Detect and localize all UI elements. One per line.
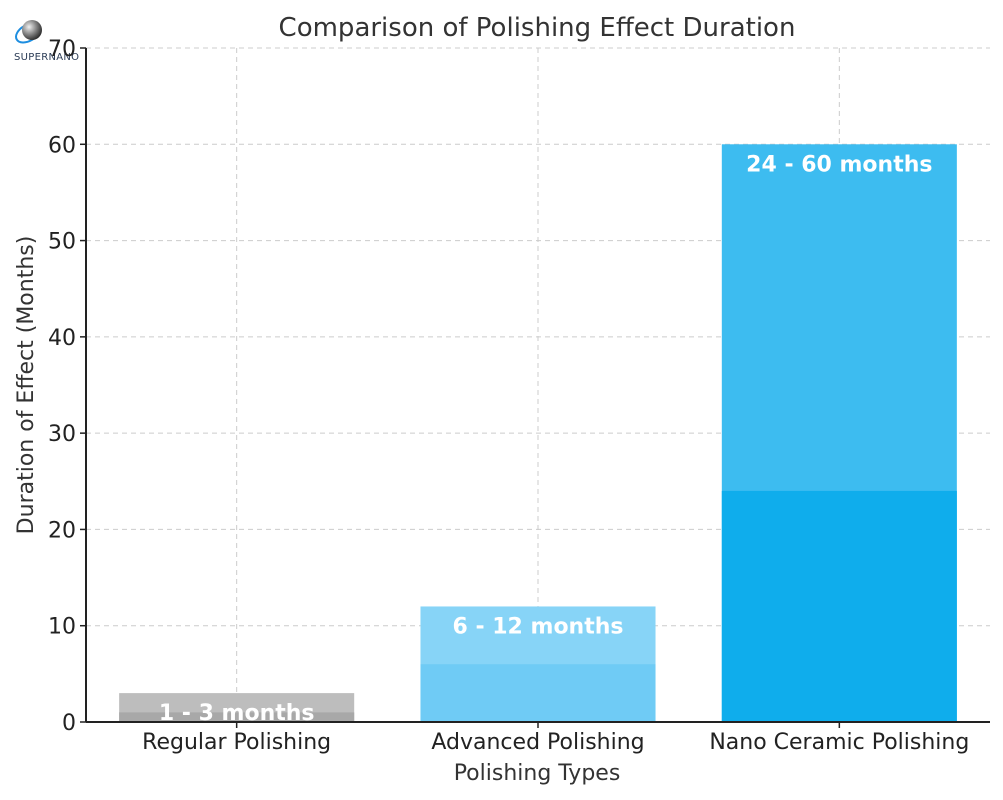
y-tick-label: 0: [62, 711, 76, 736]
x-axis-label: Polishing Types: [454, 761, 621, 786]
bar-data-label: 6 - 12 months: [452, 614, 623, 639]
y-tick-label: 20: [48, 518, 76, 543]
chart-title: Comparison of Polishing Effect Duration: [279, 13, 796, 43]
bar-data-label: 1 - 3 months: [159, 701, 315, 726]
bars: [119, 144, 957, 723]
y-tick-labels: 0 10 20 30 40 50 60 70: [48, 37, 86, 736]
bar-labels: 1 - 3 months 6 - 12 months 24 - 60 months: [159, 152, 933, 726]
x-tick-labels: Regular Polishing Advanced Polishing Nano …: [142, 722, 969, 755]
supernano-logo: SUPERNANO: [12, 16, 92, 66]
bar-data-label: 24 - 60 months: [746, 152, 932, 177]
bar-min: [721, 490, 957, 722]
logo-text: SUPERNANO: [14, 52, 80, 63]
y-tick-label: 60: [48, 133, 76, 158]
y-tick-label: 30: [48, 422, 76, 447]
x-tick-label: Advanced Polishing: [431, 730, 644, 755]
bar-min: [420, 664, 656, 722]
y-axis-label: Duration of Effect (Months): [14, 236, 39, 535]
y-tick-label: 40: [48, 326, 76, 351]
y-tick-label: 50: [48, 230, 76, 255]
y-tick-label: 10: [48, 615, 76, 640]
x-tick-label: Nano Ceramic Polishing: [709, 730, 969, 755]
bar-min: [119, 712, 355, 722]
x-tick-label: Regular Polishing: [142, 730, 331, 755]
y-tick-label: 70: [48, 37, 76, 62]
sphere-logo-icon: [15, 20, 42, 44]
